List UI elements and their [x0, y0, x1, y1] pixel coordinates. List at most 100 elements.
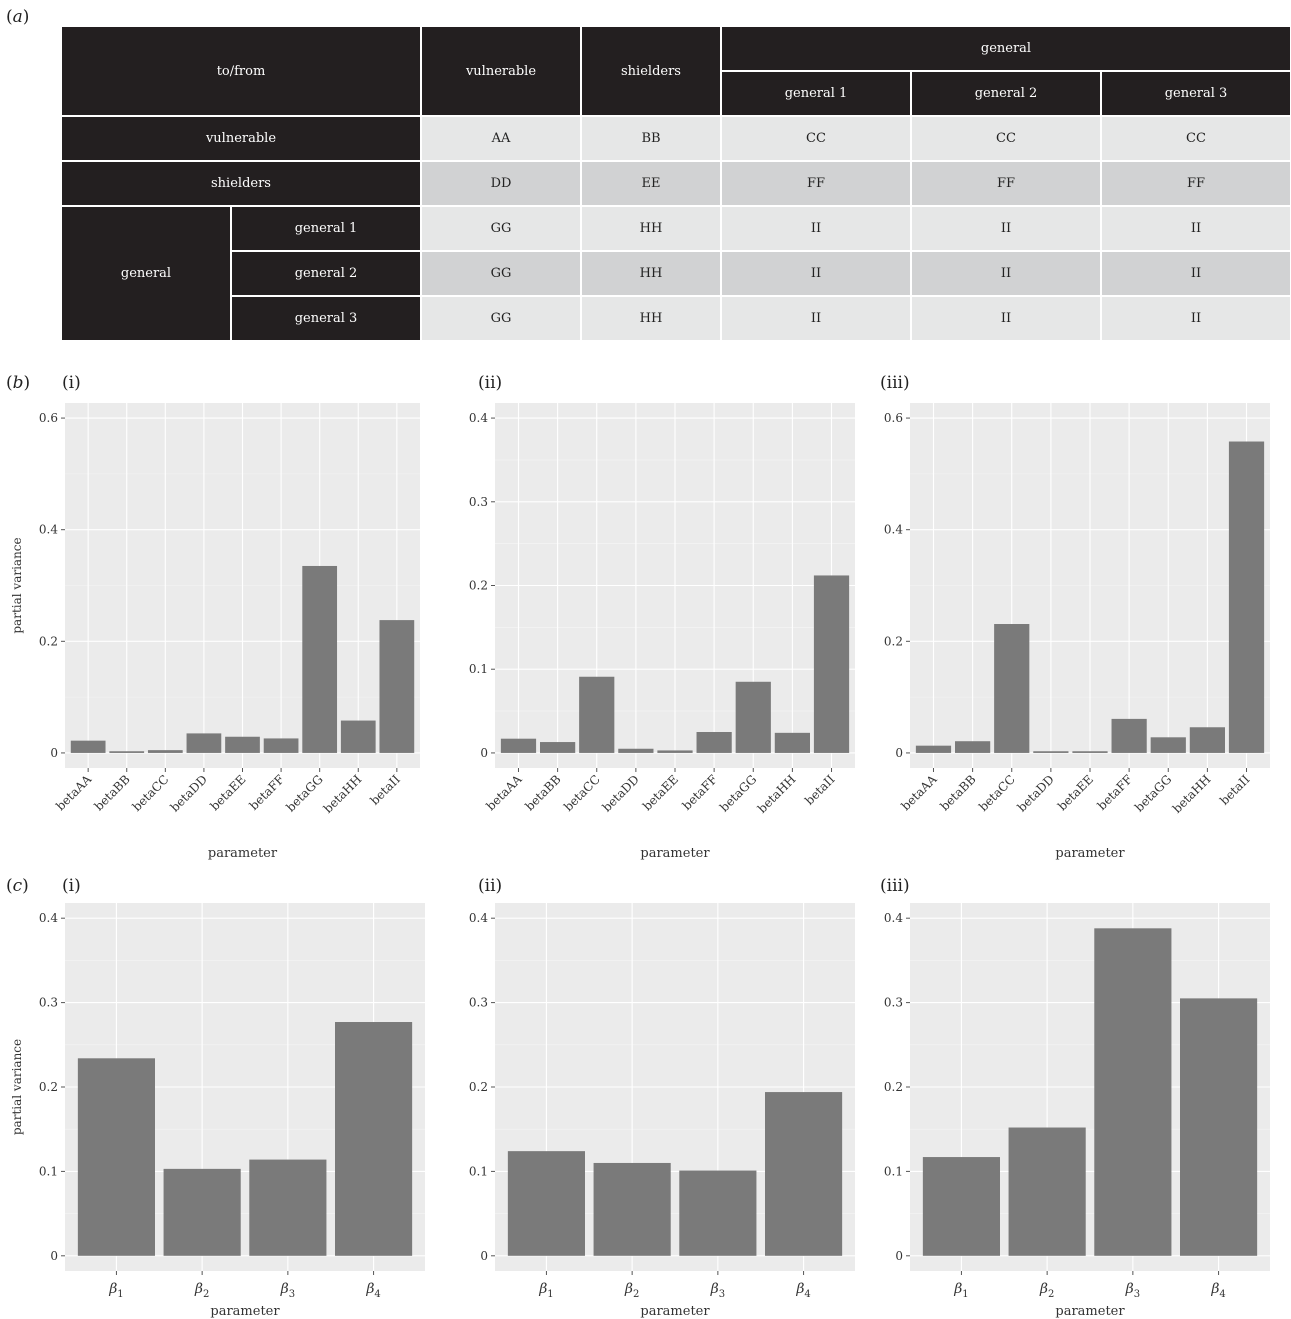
- table-cell: II: [720, 295, 912, 342]
- subpanel-label-b-iii: (iii): [880, 373, 910, 393]
- bar-betaEE: [225, 736, 260, 753]
- bar-betaHH: [774, 732, 810, 753]
- col-header-general-3: general 3: [1100, 70, 1291, 117]
- x-tick-label: betaDD: [168, 772, 210, 814]
- row-header-general: general: [60, 205, 232, 342]
- y-tick-label: 0.6: [884, 411, 903, 425]
- bar-chart-b-ii: 00.10.20.30.4betaAAbetaBBbetaCCbetaDDbet…: [469, 403, 855, 861]
- bar-betaDD: [618, 748, 654, 753]
- table-cell: CC: [1100, 115, 1291, 162]
- col-header-general-2: general 2: [910, 70, 1102, 117]
- y-tick-label: 0.1: [39, 1164, 58, 1178]
- bar-betaHH: [340, 720, 376, 753]
- bar-betaDD: [1033, 751, 1069, 753]
- bar-betaCC: [579, 676, 615, 753]
- x-tick-label: betaHH: [1170, 772, 1214, 816]
- bar-betaBB: [540, 742, 576, 753]
- y-tick-label: 0.4: [469, 411, 488, 425]
- subpanel-label-b-i: (i): [62, 373, 81, 393]
- table-cell: GG: [420, 295, 582, 342]
- col-header-general: general: [720, 25, 1291, 72]
- x-tick-label: betaBB: [937, 772, 978, 813]
- row-header-general-2: general 2: [230, 250, 422, 297]
- y-axis-label: partial variance: [10, 1039, 24, 1135]
- bar-betaCC: [994, 624, 1030, 753]
- bar-betaGG: [302, 565, 338, 753]
- y-tick-label: 0.4: [884, 911, 903, 925]
- col-header-shielders: shielders: [580, 25, 722, 117]
- x-tick-label: betaDD: [600, 772, 642, 814]
- y-tick-label: 0: [480, 746, 488, 760]
- bar-betaBB: [955, 741, 991, 753]
- bar-β1: [77, 1058, 155, 1256]
- y-tick-label: 0: [895, 746, 903, 760]
- bar-betaCC: [147, 750, 183, 753]
- table-cell: FF: [720, 160, 912, 207]
- x-tick-label: β2: [194, 1281, 209, 1300]
- x-axis-label: parameter: [210, 1304, 280, 1319]
- y-tick-label: 0: [50, 1249, 58, 1263]
- x-tick-label: betaHH: [755, 772, 799, 816]
- table-cell: II: [910, 205, 1102, 252]
- x-tick-label: β1: [108, 1281, 123, 1300]
- bar-β2: [593, 1162, 671, 1256]
- row-header-general-3: general 3: [230, 295, 422, 342]
- table-cell: CC: [910, 115, 1102, 162]
- bar-β4: [335, 1022, 413, 1256]
- y-tick-label: 0.4: [39, 911, 58, 925]
- x-tick-label: betaGG: [717, 772, 759, 814]
- subpanel-label-c-iii: (iii): [880, 876, 910, 896]
- x-tick-label: β4: [795, 1281, 810, 1300]
- table-cell: HH: [580, 295, 722, 342]
- y-tick-label: 0.1: [469, 1164, 488, 1178]
- x-tick-label: betaAA: [53, 772, 94, 813]
- x-tick-label: betaFF: [247, 772, 288, 813]
- y-tick-label: 0.3: [39, 996, 58, 1010]
- bar-betaFF: [1111, 718, 1147, 753]
- table-cell: FF: [910, 160, 1102, 207]
- bar-chart-c-i: 0 0.1 0.2 0.3 0.4 β1 β2 β3 β4 parameter partial va…: [10, 903, 425, 1319]
- table-cell: II: [1100, 295, 1291, 342]
- y-tick-label: 0.1: [884, 1164, 903, 1178]
- x-tick-label: betaCC: [976, 772, 1018, 814]
- bar-β1: [922, 1157, 1000, 1256]
- y-tick-label: 0.2: [39, 1080, 58, 1094]
- x-tick-label: betaII: [1217, 772, 1253, 808]
- bar-betaBB: [109, 751, 145, 753]
- row-header-general-1: general 1: [230, 205, 422, 252]
- table-cell: GG: [420, 205, 582, 252]
- bar-betaGG: [735, 681, 771, 753]
- subpanel-label-c-ii: (ii): [478, 876, 503, 896]
- x-tick-label: betaCC: [561, 772, 603, 814]
- panel-label-a: (a): [6, 7, 30, 27]
- x-tick-label: betaII: [802, 772, 838, 808]
- table-cell: HH: [580, 205, 722, 252]
- y-axis-label: partial variance: [10, 537, 24, 633]
- x-tick-label: betaFF: [1095, 772, 1136, 813]
- contact-matrix-table: to/from vulnerable shielders general gen…: [60, 25, 1291, 342]
- panel-label-b: (b): [6, 373, 31, 393]
- x-tick-label: betaHH: [321, 772, 365, 816]
- y-tick-label: 0.2: [469, 579, 488, 593]
- x-tick-label: betaII: [367, 772, 403, 808]
- x-tick-label: betaAA: [899, 772, 940, 813]
- x-tick-label: β2: [624, 1281, 639, 1300]
- bar-chart-c-iii: 0 0.1 0.2 0.3 0.4 β1 β2 β3 β4 parameter: [884, 903, 1270, 1319]
- table-cell: II: [910, 250, 1102, 297]
- x-axis-label: parameter: [640, 846, 710, 861]
- subpanel-label-b-ii: (ii): [478, 373, 503, 393]
- y-tick-label: 0.3: [469, 495, 488, 509]
- bar-betaFF: [696, 732, 732, 753]
- x-axis-label: parameter: [640, 1304, 710, 1319]
- table-cell: BB: [580, 115, 722, 162]
- table-cell: DD: [420, 160, 582, 207]
- bar-betaII: [379, 620, 415, 753]
- bar-betaEE: [1072, 751, 1108, 753]
- x-tick-label: betaFF: [680, 772, 721, 813]
- bar-betaHH: [1189, 727, 1225, 753]
- x-tick-label: β1: [538, 1281, 553, 1300]
- x-tick-label: β3: [710, 1281, 725, 1300]
- bar-betaAA: [500, 738, 537, 753]
- y-tick-label: 0.4: [884, 523, 903, 537]
- bar-β4: [765, 1092, 843, 1256]
